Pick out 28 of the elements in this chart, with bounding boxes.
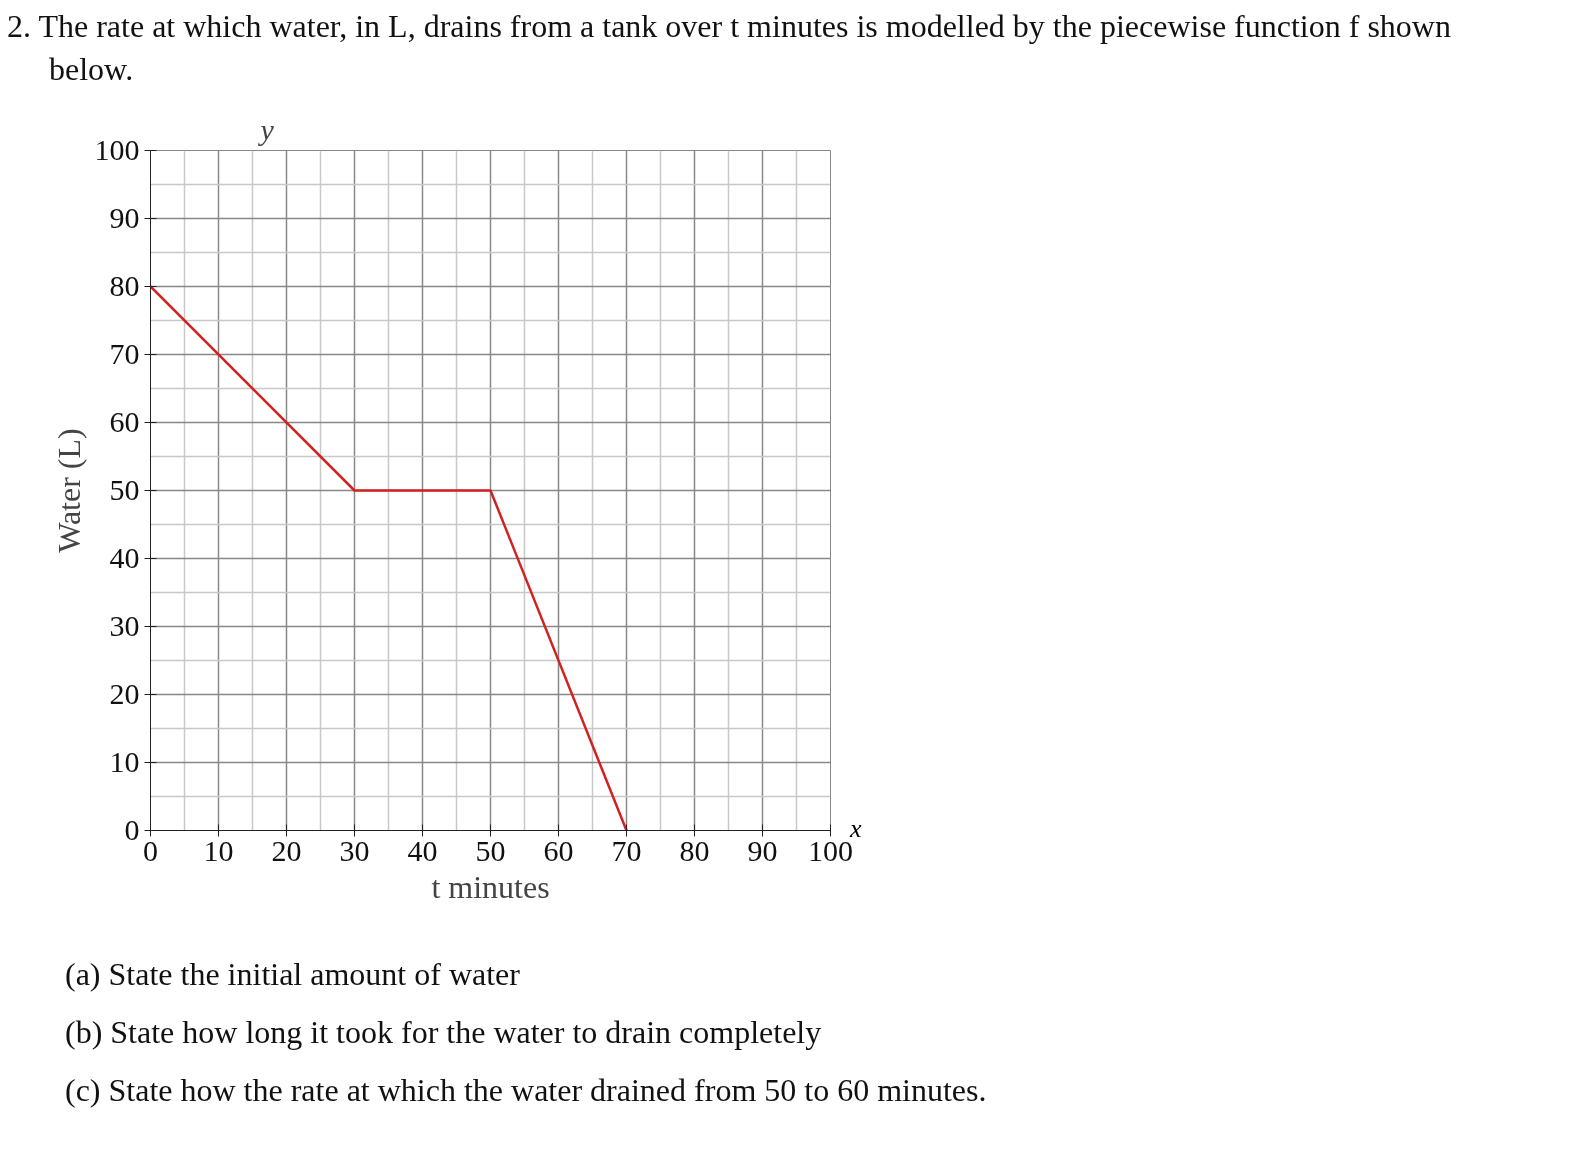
y-tick-label: 0 (124, 813, 140, 846)
y-tick-label: 90 (109, 201, 140, 234)
x-tick-label: 20 (271, 833, 302, 867)
x-tick-label: 70 (611, 833, 642, 867)
y-tick-label: 10 (109, 745, 140, 778)
x-tick-label: 60 (543, 833, 574, 867)
x-tick-label: 40 (407, 833, 438, 867)
x-tick-label: 90 (747, 833, 778, 867)
x-axis-title: t minutes (431, 868, 550, 905)
x-tick-label: 30 (339, 833, 370, 867)
text: (b) State how long it took for the water to drain completely (64, 1013, 823, 1052)
text: (c) State how the rate at which the water drained from 50 to 60 minutes. (64, 1071, 987, 1110)
y-axis-title: Water (L) (50, 428, 87, 553)
x-tick-label: 50 (475, 833, 506, 867)
text: x (850, 813, 862, 843)
text: (a) State the initial amount of water (64, 955, 521, 994)
x-tick-label: 10 (203, 833, 234, 867)
x-tick-label: 80 (679, 833, 710, 867)
y-tick-label: 30 (109, 609, 140, 642)
y-tick-label: 100 (94, 133, 140, 166)
y-tick-label: 50 (109, 473, 140, 506)
y-tick-label: 80 (109, 269, 140, 302)
y-tick-label: 20 (109, 677, 140, 710)
y-tick-label: 60 (109, 405, 140, 438)
chart-title: 2. The rate at which water, in L, drains from a tank over t minutes is modelled by the piecewise function f shown below. (6, 7, 1452, 89)
y-tick-label: 40 (109, 541, 140, 574)
y-tick-label: 70 (109, 337, 140, 370)
text: y (257, 112, 275, 146)
